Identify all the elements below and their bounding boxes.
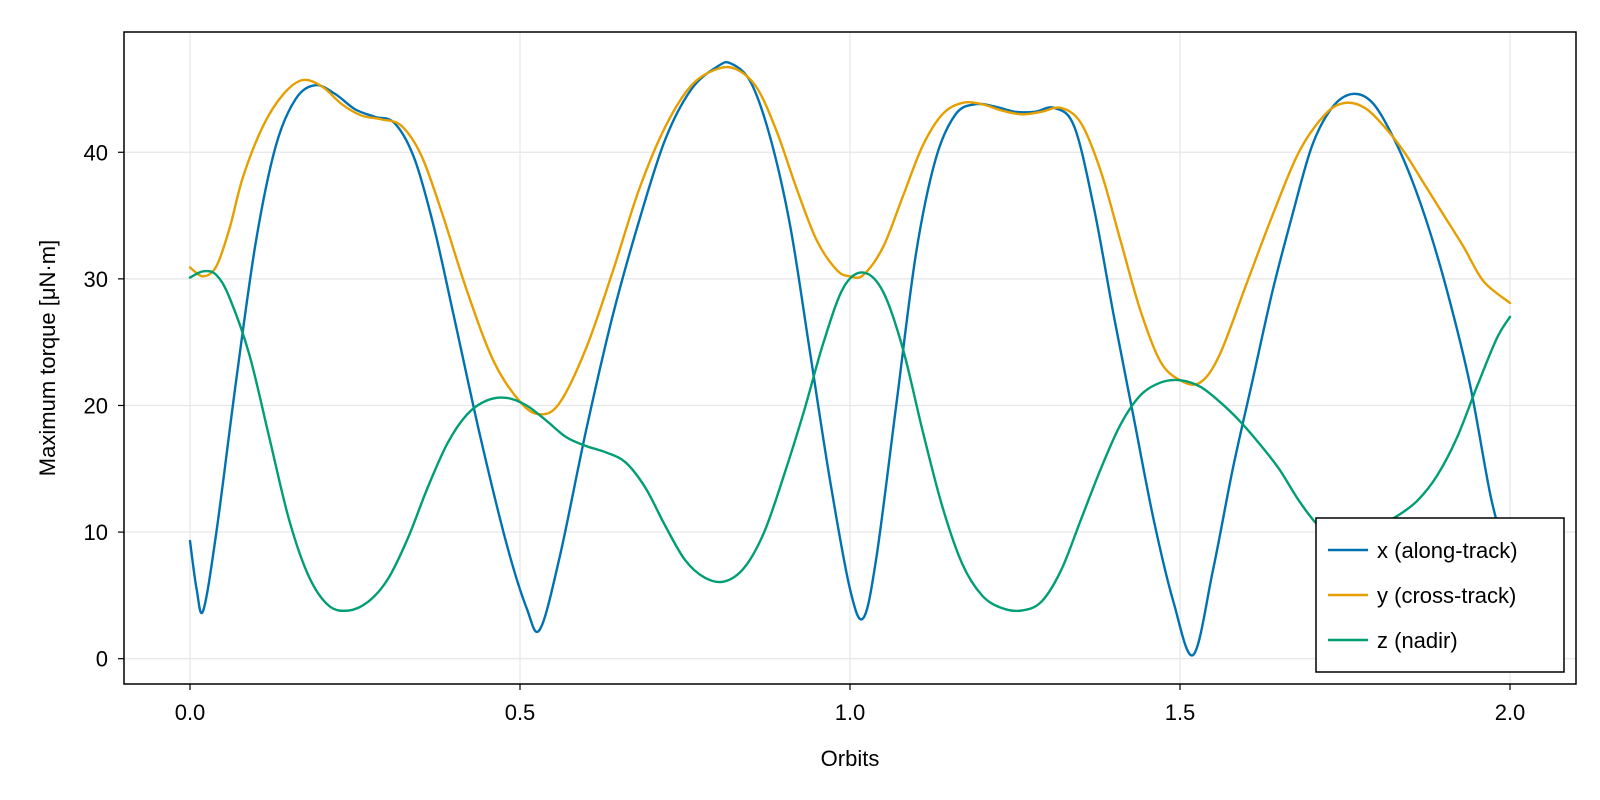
x-tick-label: 0.0 [175,700,206,725]
legend: x (along-track) y (cross-track) z (nadir) [1315,517,1565,673]
y-tick-label: 30 [84,267,108,292]
legend-label-y-cross-track: y (cross-track) [1377,583,1516,608]
legend-label-z-nadir: z (nadir) [1377,628,1458,653]
x-tick-label: 2.0 [1495,700,1526,725]
y-tick-label: 0 [96,647,108,672]
series-line-z-nadir [188,269,1512,613]
x-tick-label: 0.5 [505,700,536,725]
x-tick-label: 1.0 [835,700,866,725]
series-line-y-cross-track [188,65,1512,416]
x-axis-ticks: 0.0 0.5 1.0 1.5 2.0 [175,684,1526,725]
x-tick-label: 1.5 [1165,700,1196,725]
y-tick-label: 10 [84,520,108,545]
series-lines [188,60,1512,657]
y-tick-label: 40 [84,140,108,165]
series-line-x-along-track [188,60,1505,657]
y-axis-title: Maximum torque [μN·m] [35,240,60,476]
x-axis-title: Orbits [821,746,880,771]
y-axis-ticks: 0 10 20 30 40 [84,140,124,672]
y-tick-label: 20 [84,393,108,418]
legend-label-x-along-track: x (along-track) [1377,538,1518,563]
